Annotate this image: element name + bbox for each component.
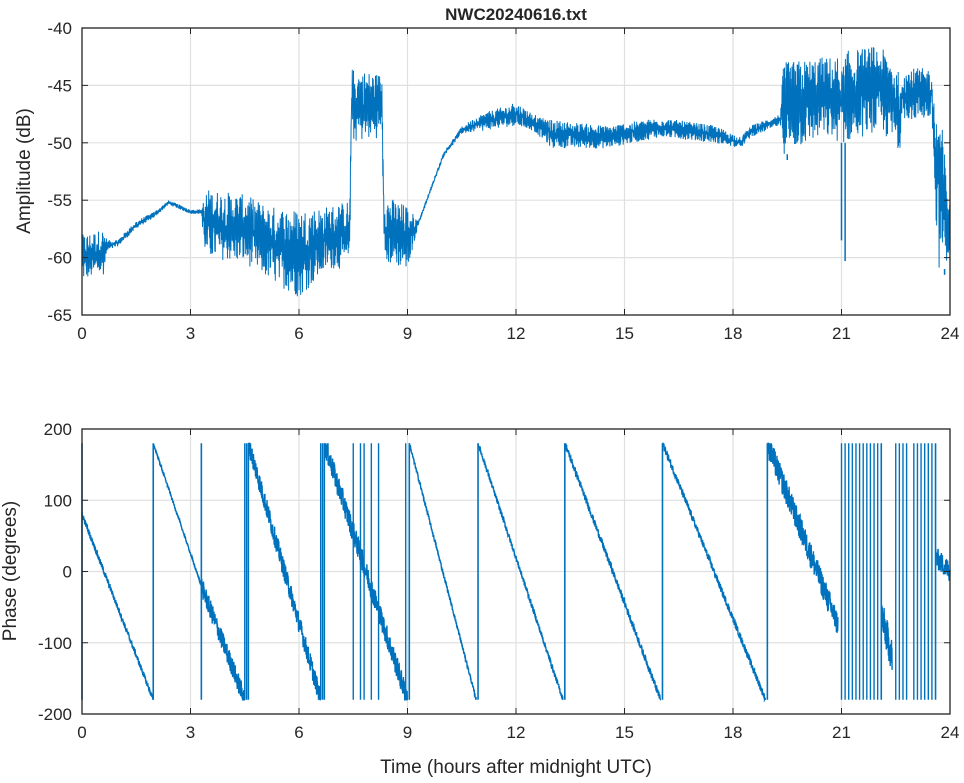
- phase-series: [81, 442, 951, 703]
- phase-segment: [152, 443, 202, 587]
- phase-x-tick-label: 21: [832, 723, 851, 742]
- phase-segment: [200, 578, 246, 701]
- phase-segment: [934, 548, 951, 581]
- amplitude-x-tick-label: 24: [941, 324, 960, 343]
- phase-x-tick-label: 24: [941, 723, 960, 742]
- phase-y-tick-label: 200: [44, 420, 72, 439]
- phase-y-tick-label: -100: [38, 634, 72, 653]
- amplitude-x-tick-label: 18: [724, 324, 743, 343]
- phase-segment: [662, 442, 767, 703]
- amplitude-line: [81, 47, 951, 297]
- phase-x-tick-label: 3: [186, 723, 195, 742]
- amplitude-y-tick-label: -65: [47, 306, 72, 325]
- axes: 0 3 6 9 12 15 18 21 24 -40 -45 -50 -55 -60 -65 0 3 6 9 12 15…: [38, 19, 959, 742]
- amplitude-y-tick-label: -50: [47, 134, 72, 153]
- phase-segment: [247, 442, 321, 701]
- phase-x-tick-label: 15: [615, 723, 634, 742]
- amplitude-x-tick-label: 15: [615, 324, 634, 343]
- phase-x-tick-label: 12: [507, 723, 526, 742]
- phase-y-tick-label: 0: [63, 563, 72, 582]
- amplitude-y-tick-label: -55: [47, 191, 72, 210]
- amplitude-x-tick-label: 0: [77, 324, 86, 343]
- phase-segment: [81, 512, 154, 700]
- phase-axes-box: [81, 428, 951, 715]
- phase-segment: [323, 443, 408, 701]
- amplitude-y-tick-label: -60: [47, 249, 72, 268]
- amplitude-y-label: Amplitude (dB): [14, 108, 35, 234]
- phase-x-tick-label: 6: [294, 723, 303, 742]
- amplitude-y-tick-label: -40: [47, 19, 72, 38]
- phase-y-tick-label: 100: [44, 491, 72, 510]
- amplitude-x-tick-label: 12: [507, 324, 526, 343]
- chart-title: NWC20240616.txt: [445, 5, 587, 24]
- phase-segment: [766, 442, 839, 633]
- amplitude-series: [81, 47, 951, 297]
- amplitude-x-tick-label: 9: [403, 324, 412, 343]
- amplitude-x-tick-label: 6: [294, 324, 303, 343]
- amplitude-axes-box: [81, 27, 951, 316]
- phase-x-tick-label: 18: [724, 723, 743, 742]
- phase-segment: [564, 443, 662, 701]
- phase-segment: [408, 442, 477, 700]
- phase-y-tick-label: -200: [38, 705, 72, 724]
- phase-y-label: Phase (degrees): [0, 501, 21, 641]
- phase-segment: [880, 605, 893, 670]
- phase-x-label: Time (hours after midnight UTC): [380, 757, 652, 778]
- phase-x-tick-label: 9: [403, 723, 412, 742]
- amplitude-x-tick-label: 3: [186, 324, 195, 343]
- amplitude-x-tick-label: 21: [832, 324, 851, 343]
- phase-x-tick-label: 0: [77, 723, 86, 742]
- amplitude-y-tick-label: -45: [47, 76, 72, 95]
- phase-segment: [477, 443, 564, 700]
